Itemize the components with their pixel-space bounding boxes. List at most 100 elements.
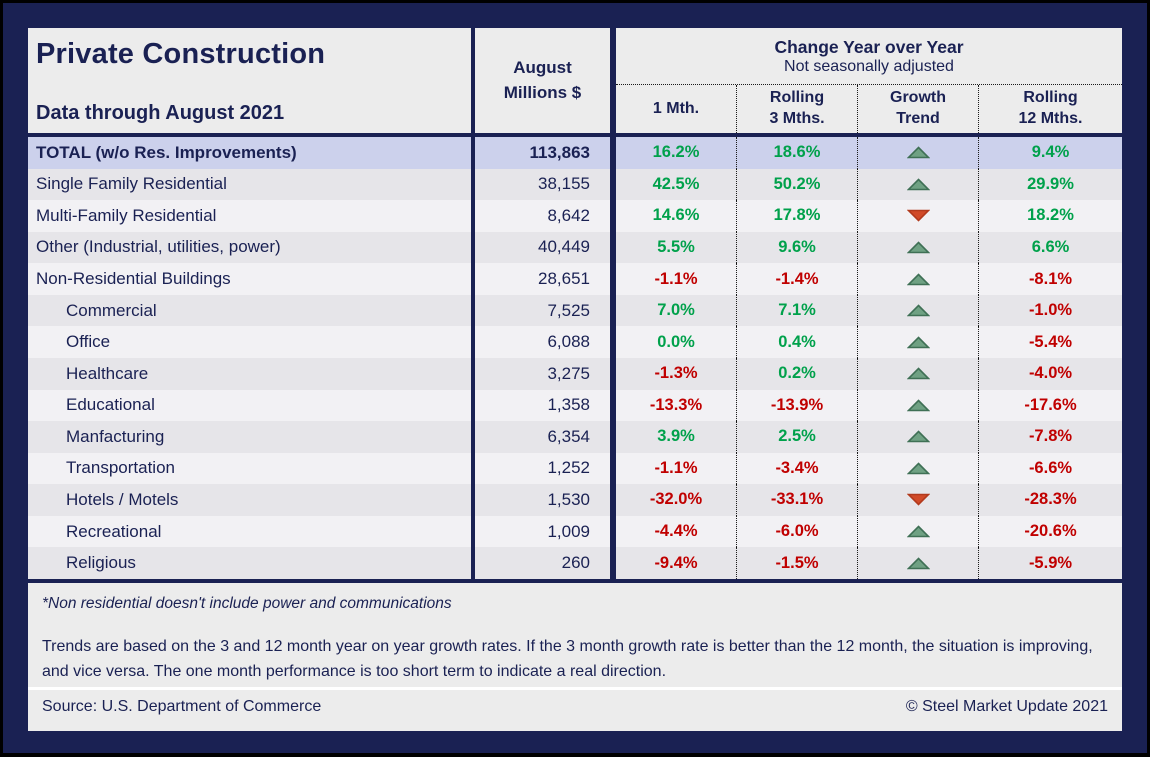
table-header: Private Construction Data through August… [28, 28, 1122, 137]
table-row: Healthcare 3,275 -1.3% 0.2% -4.0% [28, 357, 1122, 390]
trend-cell [858, 547, 979, 579]
pct-value: 0.4% [737, 326, 858, 358]
value-column-header: August Millions $ [475, 28, 616, 133]
table-body: TOTAL (w/o Res. Improvements) 113,863 16.2… [28, 137, 1122, 583]
pct-value: 29.9% [1027, 174, 1074, 193]
row-value: 38,155 [475, 168, 616, 201]
table-row: Hotels / Motels 1,530 -32.0% -33.1% -28.3% [28, 484, 1122, 516]
report-card: Private Construction Data through August… [28, 28, 1122, 731]
table-row: Commercial 7,525 7.0% 7.1% -1.0% [28, 294, 1122, 327]
table-row: Religious 260 -9.4% -1.5% -5.9% [28, 547, 1122, 579]
trend-cell [858, 389, 979, 422]
pct-value: 42.5% [616, 168, 737, 201]
row-value: 1,009 [475, 515, 616, 548]
pct-value: 9.6% [737, 231, 858, 264]
row-label: Transportation [28, 452, 475, 485]
trend-cell [858, 326, 979, 358]
table-row: Other (Industrial, utilities, power) 40,4… [28, 231, 1122, 264]
pct-value: -13.3% [616, 389, 737, 422]
trend-cell [858, 137, 979, 169]
pct-value: 5.5% [616, 231, 737, 264]
table-row: Multi-Family Residential 8,642 14.6% 17.8% 1… [28, 200, 1122, 232]
pct-value: -20.6% [1024, 522, 1077, 541]
pct-value: 50.2% [737, 168, 858, 201]
row-label: Recreational [28, 515, 475, 548]
trend-up-icon [906, 178, 930, 191]
row-label: TOTAL (w/o Res. Improvements) [28, 137, 475, 169]
page-subtitle: Data through August 2021 [36, 102, 285, 124]
footnote-trends: Trends are based on the 3 and 12 month y… [42, 638, 1093, 680]
pct-value: 6.6% [1031, 237, 1070, 256]
trend-up-icon [906, 146, 930, 159]
row-value: 28,651 [475, 263, 616, 295]
pct-value: -33.1% [737, 484, 858, 516]
row-value: 3,275 [475, 357, 616, 390]
trend-up-icon [906, 241, 930, 254]
pct-value: 7.1% [737, 294, 858, 327]
row-value: 7,525 [475, 294, 616, 327]
row-label: Healthcare [28, 357, 475, 390]
source-row: Source: U.S. Department of Commerce © St… [28, 687, 1122, 724]
pct-value: -1.3% [616, 357, 737, 390]
row-label: Religious [28, 547, 475, 579]
pct-value: -6.0% [737, 515, 858, 548]
pct-value: 18.6% [737, 137, 858, 169]
row-value: 6,088 [475, 326, 616, 358]
pct-value: 18.2% [1027, 206, 1074, 225]
table-row: Office 6,088 0.0% 0.4% -5.4% [28, 326, 1122, 358]
page-title: Private Construction [36, 38, 326, 70]
row-label: Other (Industrial, utilities, power) [28, 231, 475, 264]
trend-down-icon [906, 494, 930, 507]
table-row: Manfacturing 6,354 3.9% 2.5% -7.8% [28, 421, 1122, 453]
trend-up-icon [906, 556, 930, 569]
row-value: 1,530 [475, 484, 616, 516]
pct-value: -4.4% [616, 515, 737, 548]
pct-value: 0.2% [737, 357, 858, 390]
row-value: 8,642 [475, 200, 616, 232]
trend-cell [858, 168, 979, 201]
pct-value: -1.1% [616, 452, 737, 485]
title-block: Private Construction Data through August… [28, 28, 475, 133]
pct-value: -3.4% [737, 452, 858, 485]
table-row: Educational 1,358 -13.3% -13.9% -17.6% [28, 389, 1122, 422]
pct-value: 17.8% [737, 200, 858, 232]
pct-value: 9.4% [1031, 143, 1070, 162]
row-label: Hotels / Motels [28, 484, 475, 516]
trend-cell [858, 452, 979, 485]
trend-cell [858, 515, 979, 548]
pct-value: 7.0% [616, 294, 737, 327]
pct-value: 0.0% [616, 326, 737, 358]
trend-cell [858, 231, 979, 264]
row-label: Non-Residential Buildings [28, 263, 475, 295]
pct-value: -1.4% [737, 263, 858, 295]
change-column-headers: 1 Mth. Rolling 3 Mths. Growth Trend Roll… [616, 85, 1122, 133]
table-row: Recreational 1,009 -4.4% -6.0% -20.6% [28, 515, 1122, 548]
trend-up-icon [906, 399, 930, 412]
pct-value: -7.8% [1028, 427, 1073, 446]
trend-up-icon [906, 367, 930, 380]
change-section-header: Change Year over Year Not seasonally adj… [616, 28, 1122, 133]
row-value: 1,358 [475, 389, 616, 422]
column-header-rolling3: Rolling 3 Mths. [737, 85, 858, 133]
pct-value: -13.9% [737, 389, 858, 422]
trend-up-icon [906, 462, 930, 475]
pct-value: 2.5% [737, 421, 858, 453]
pct-value: -17.6% [1024, 395, 1077, 414]
row-label: Manfacturing [28, 421, 475, 453]
pct-value: -28.3% [1024, 490, 1077, 509]
pct-value: -6.6% [1028, 458, 1073, 477]
row-value: 40,449 [475, 231, 616, 264]
table-row: Transportation 1,252 -1.1% -3.4% -6.6% [28, 452, 1122, 485]
trend-up-icon [906, 272, 930, 285]
pct-value: -5.9% [1028, 553, 1073, 572]
trend-cell [858, 484, 979, 516]
trend-cell [858, 200, 979, 232]
table-row: Non-Residential Buildings 28,651 -1.1% -1.4… [28, 263, 1122, 295]
pct-value: -32.0% [616, 484, 737, 516]
source-label: Source: U.S. Department of Commerce [42, 698, 322, 715]
trend-cell [858, 294, 979, 327]
row-label: Office [28, 326, 475, 358]
pct-value: -4.0% [1028, 364, 1073, 383]
column-header-growth-trend: Growth Trend [858, 85, 979, 133]
row-label: Single Family Residential [28, 168, 475, 201]
